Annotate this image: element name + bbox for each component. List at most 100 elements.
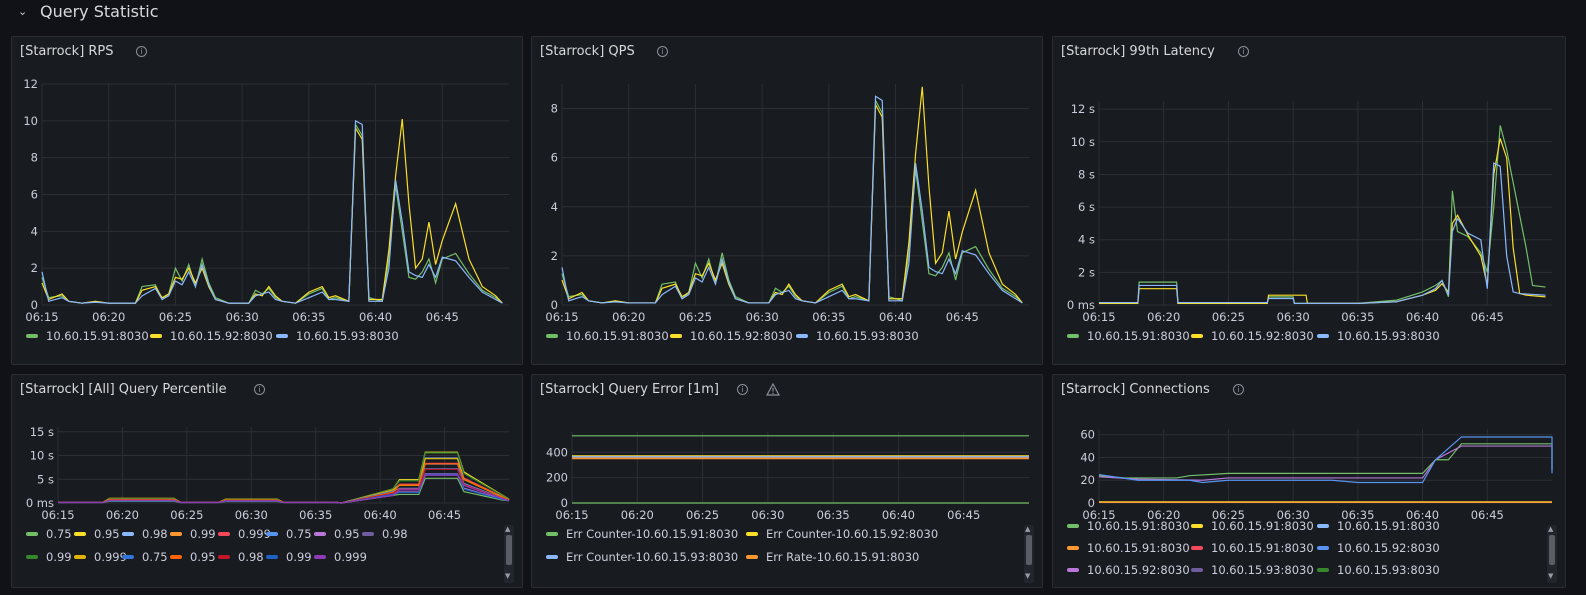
y-tick-label: 5 s bbox=[37, 472, 54, 486]
scroll-down-icon[interactable]: ▼ bbox=[1548, 572, 1554, 580]
panel-title[interactable]: [Starrock] 99th Latency bbox=[1061, 44, 1215, 59]
series-line bbox=[1099, 138, 1546, 304]
info-icon[interactable]: i bbox=[1238, 46, 1249, 57]
legend-swatch bbox=[1067, 545, 1079, 550]
x-tick-label: 06:25 bbox=[1212, 310, 1245, 324]
legend-item[interactable]: 10.60.15.92:8030 bbox=[670, 329, 793, 343]
legend-item[interactable]: 0.95 bbox=[314, 527, 360, 541]
legend-label: 10.60.15.91:8030 bbox=[1211, 519, 1314, 533]
panel-connections[interactable]: [Starrock] Connections i 0 20 40 60 06:15 06:… bbox=[1052, 374, 1566, 588]
series-line bbox=[58, 451, 510, 504]
row-header[interactable]: ⌄ Query Statistic bbox=[0, 0, 1586, 28]
scroll-up-icon[interactable]: ▲ bbox=[505, 525, 511, 533]
legend-item[interactable]: 10.60.15.92:8030 bbox=[1067, 563, 1190, 577]
panel-query-percentile[interactable]: [Starrock] [All] Query Percentile i 0 ms… bbox=[11, 374, 523, 588]
x-tick-label: 06:20 bbox=[1147, 508, 1180, 522]
legend-item[interactable]: 10.60.15.91:8030 bbox=[26, 329, 149, 343]
panel-title[interactable]: [Starrock] QPS bbox=[540, 44, 635, 59]
legend-item[interactable]: 0.75 bbox=[122, 550, 168, 564]
legend-label: Err Counter-10.60.15.92:8030 bbox=[766, 527, 939, 541]
legend-item[interactable]: 10.60.15.91:8030 bbox=[1067, 519, 1190, 533]
legend-item[interactable]: 0.98 bbox=[218, 550, 264, 564]
legend-item[interactable]: 0.75 bbox=[266, 527, 312, 541]
legend-item[interactable]: Err Rate-10.60.15.91:8030 bbox=[746, 550, 919, 564]
legend-scrollbar[interactable]: ▲ ▼ bbox=[504, 525, 514, 583]
panel-title[interactable]: [Starrock] [All] Query Percentile bbox=[20, 382, 227, 397]
chart-query-error: 0 200 400 06:15 06:20 06:25 06:30 06:35 06:40 06:… bbox=[546, 432, 1029, 522]
legend-item[interactable]: 10.60.15.91:8030 bbox=[1067, 329, 1190, 343]
warning-icon[interactable] bbox=[766, 383, 780, 396]
chart-rps: 0 2 4 6 8 10 12 06:15 06:20 06:25 06:30 06:35 06:40 0… bbox=[23, 77, 509, 324]
x-tick-label: 06:30 bbox=[1277, 310, 1310, 324]
legend-item[interactable]: 0.99 bbox=[26, 550, 72, 564]
legend-item[interactable]: 0.999 bbox=[74, 550, 127, 564]
legend-swatch bbox=[546, 333, 558, 338]
chart-99th-latency: 0 ms 2 s 4 s 6 s 8 s 10 s 12 s 06:15 06:20 06:25 0… bbox=[1067, 101, 1552, 324]
panel-title[interactable]: [Starrock] Query Error [1m] bbox=[540, 382, 719, 397]
y-tick-label: 60 bbox=[1080, 428, 1095, 442]
y-tick-label: 4 bbox=[551, 200, 558, 214]
legend-item[interactable]: 10.60.15.93:8030 bbox=[1191, 563, 1314, 577]
panel-query-error[interactable]: [Starrock] Query Error [1m] i 0 200 400 06:… bbox=[531, 374, 1043, 588]
legend-item[interactable]: 0.95 bbox=[170, 550, 216, 564]
legend-swatch bbox=[670, 333, 682, 338]
legend-item[interactable]: 10.60.15.93:8030 bbox=[276, 329, 399, 343]
legend-item[interactable]: 0.75 bbox=[26, 527, 72, 541]
legend-item[interactable]: 0.95 bbox=[74, 527, 120, 541]
scroll-up-icon[interactable]: ▲ bbox=[1025, 525, 1031, 533]
info-icon[interactable]: i bbox=[657, 46, 668, 57]
chart-query-percentile: 0 ms 5 s 10 s 15 s 06:15 06:20 06:25 06:30 06:35… bbox=[26, 425, 510, 522]
info-icon[interactable]: i bbox=[254, 384, 265, 395]
legend-item[interactable]: 10.60.15.92:8030 bbox=[1191, 329, 1314, 343]
panel-99th-latency[interactable]: [Starrock] 99th Latency i 0 ms 2 s 4 s 6 s 8… bbox=[1052, 36, 1566, 365]
legend-item[interactable]: 10.60.15.91:8030 bbox=[1191, 519, 1314, 533]
legend-item[interactable]: 0.99 bbox=[170, 527, 216, 541]
legend-swatch bbox=[1317, 567, 1329, 572]
legend-item[interactable]: 0.98 bbox=[122, 527, 168, 541]
legend-item[interactable]: 0.999 bbox=[314, 550, 367, 564]
legend-item[interactable]: Err Counter-10.60.15.93:8030 bbox=[546, 550, 738, 564]
legend-item[interactable]: 0.98 bbox=[362, 527, 408, 541]
y-tick-label: 6 s bbox=[1078, 200, 1095, 214]
legend-item[interactable]: 10.60.15.91:8030 bbox=[1317, 519, 1440, 533]
panel-title[interactable]: [Starrock] Connections bbox=[1061, 382, 1210, 397]
panel-rps[interactable]: [Starrock] RPS i 0 2 4 6 8 10 12 06:15 06:20 06:2… bbox=[11, 36, 523, 365]
legend-item[interactable]: Err Counter-10.60.15.91:8030 bbox=[546, 527, 738, 541]
series-line bbox=[41, 122, 503, 304]
row-title[interactable]: Query Statistic bbox=[40, 2, 159, 21]
y-tick-label: 20 bbox=[1080, 473, 1095, 487]
legend-item[interactable]: 0.99 bbox=[266, 550, 312, 564]
legend-label: 0.75 bbox=[142, 550, 168, 564]
legend-item[interactable]: Err Counter-10.60.15.92:8030 bbox=[746, 527, 938, 541]
scroll-down-icon[interactable]: ▼ bbox=[505, 572, 511, 580]
legend-swatch bbox=[546, 554, 558, 559]
chevron-down-icon[interactable]: ⌄ bbox=[18, 5, 28, 18]
scroll-down-icon[interactable]: ▼ bbox=[1025, 572, 1031, 580]
legend-item[interactable]: 10.60.15.92:8030 bbox=[150, 329, 273, 343]
legend-item[interactable]: 10.60.15.91:8030 bbox=[1191, 541, 1314, 555]
legend-label: 10.60.15.91:8030 bbox=[46, 329, 149, 343]
legend-item[interactable]: 10.60.15.93:8030 bbox=[796, 329, 919, 343]
x-tick-label: 06:40 bbox=[1406, 508, 1439, 522]
legend-item[interactable]: 10.60.15.92:8030 bbox=[1317, 541, 1440, 555]
legend-item[interactable]: 10.60.15.91:8030 bbox=[1067, 541, 1190, 555]
scroll-up-icon[interactable]: ▲ bbox=[1548, 525, 1554, 533]
legend-label: Err Counter-10.60.15.93:8030 bbox=[566, 550, 739, 564]
legend-scrollbar[interactable]: ▲ ▼ bbox=[1547, 525, 1557, 583]
legend-item[interactable]: 10.60.15.93:8030 bbox=[1317, 329, 1440, 343]
x-tick-label: 06:30 bbox=[226, 310, 259, 324]
legend-scrollbar[interactable]: ▲ ▼ bbox=[1024, 525, 1034, 583]
info-icon[interactable]: i bbox=[737, 384, 748, 395]
legend-label: 10.60.15.93:8030 bbox=[296, 329, 399, 343]
legend-item[interactable]: 10.60.15.91:8030 bbox=[546, 329, 669, 343]
info-icon[interactable]: i bbox=[136, 46, 147, 57]
panel-title[interactable]: [Starrock] RPS bbox=[20, 44, 114, 59]
legend-swatch bbox=[170, 554, 182, 559]
panel-qps[interactable]: [Starrock] QPS i 0 2 4 6 8 06:15 06:20 06:25 06:… bbox=[531, 36, 1043, 365]
y-tick-label: 2 bbox=[551, 249, 558, 263]
legend-swatch bbox=[1317, 545, 1329, 550]
x-tick-label: 06:40 bbox=[359, 310, 392, 324]
legend-item[interactable]: 0.999 bbox=[218, 527, 271, 541]
info-icon[interactable]: i bbox=[1233, 384, 1244, 395]
legend-item[interactable]: 10.60.15.93:8030 bbox=[1317, 563, 1440, 577]
